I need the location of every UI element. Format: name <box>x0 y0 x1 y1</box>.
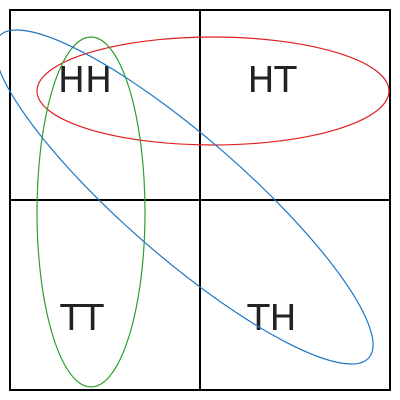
cell-label-th: TH <box>246 298 296 339</box>
green-ellipse <box>36 36 146 388</box>
cell-label-hh: HH <box>58 60 112 101</box>
red-ellipse <box>36 36 390 146</box>
cell-label-ht: HT <box>247 60 297 101</box>
cell-label-tt: TT <box>59 298 104 339</box>
